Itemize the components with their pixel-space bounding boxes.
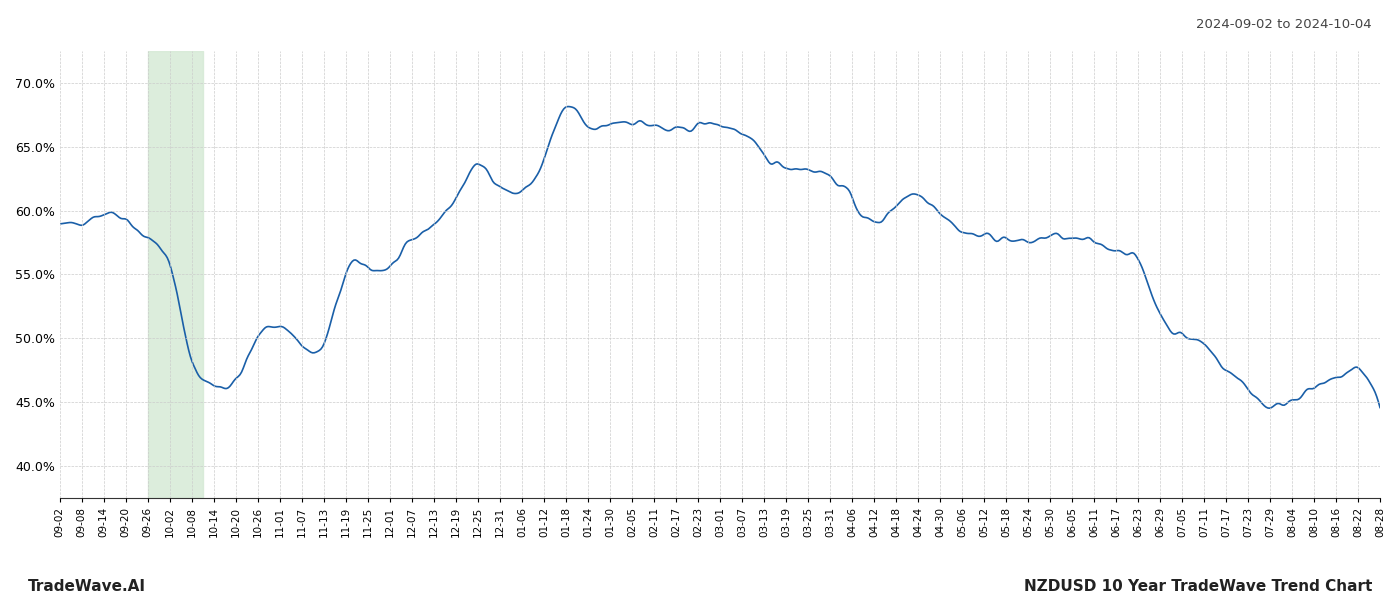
- Text: 2024-09-02 to 2024-10-04: 2024-09-02 to 2024-10-04: [1197, 18, 1372, 31]
- Text: NZDUSD 10 Year TradeWave Trend Chart: NZDUSD 10 Year TradeWave Trend Chart: [1023, 579, 1372, 594]
- Text: TradeWave.AI: TradeWave.AI: [28, 579, 146, 594]
- Bar: [148, 51, 203, 498]
